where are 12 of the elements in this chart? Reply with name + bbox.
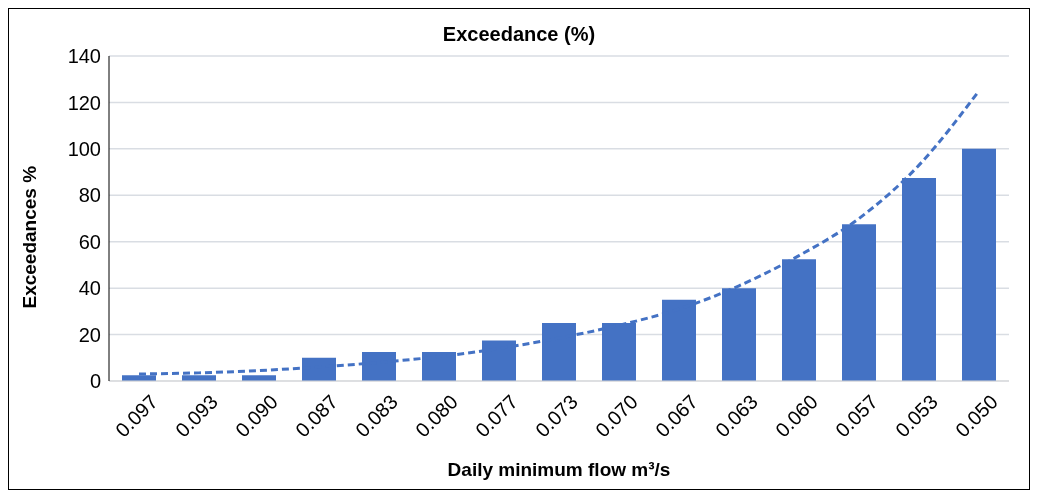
y-tick-label: 60 [78,230,101,253]
x-axis-title: Daily minimum flow m³/s [447,459,671,480]
y-tick-label: 140 [67,45,101,68]
y-tick-label: 80 [78,184,101,207]
y-axis-title: Exceedances % [18,165,40,309]
y-tick-label: 100 [67,137,101,160]
chart-title: Exceedance (%) [441,23,597,46]
y-tick-label: 40 [78,277,101,300]
bar [962,148,996,381]
y-tick-label: 20 [78,323,101,346]
y-tick-label: 0 [89,370,101,393]
y-tick-label: 120 [67,91,101,114]
